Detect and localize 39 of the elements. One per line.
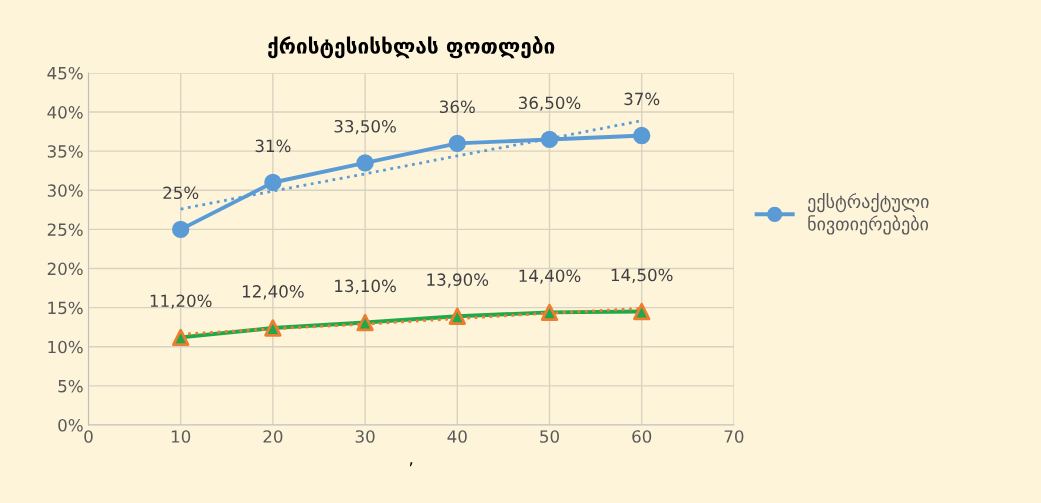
y-tick-label: 20% bbox=[47, 262, 83, 276]
y-tick-label: 25% bbox=[47, 223, 83, 236]
x-tick-label: 0 bbox=[84, 430, 93, 443]
point bbox=[172, 328, 190, 347]
point bbox=[540, 303, 559, 322]
y-tick-label: 5% bbox=[58, 379, 83, 393]
y-tick-label: 15% bbox=[48, 301, 83, 315]
point bbox=[264, 319, 282, 337]
data-label: 25% bbox=[163, 186, 199, 200]
x-tick-label: 50 bbox=[540, 430, 559, 443]
data-label: 13,10% bbox=[335, 279, 396, 294]
data-label: 37% bbox=[624, 92, 660, 106]
x-tick-label: 20 bbox=[263, 430, 283, 443]
legend-label: ექსტრაქტული ნივთიერებები bbox=[808, 192, 929, 235]
point bbox=[448, 307, 466, 325]
x-tick-label: 10 bbox=[171, 430, 191, 443]
data-label: 13,90% bbox=[427, 273, 489, 288]
y-tick-label: 30% bbox=[47, 184, 83, 197]
y-tick-label: 40% bbox=[47, 106, 83, 119]
y-tick-label: 35% bbox=[47, 145, 83, 158]
x-tick-label: 60 bbox=[632, 430, 652, 443]
y-tick-label: 10% bbox=[48, 340, 83, 354]
data-label: 14,40% bbox=[519, 269, 581, 284]
x-axis-title: , bbox=[409, 462, 413, 467]
data-label: 36,50% bbox=[519, 96, 581, 111]
y-tick-label: 45% bbox=[47, 66, 83, 80]
data-label: 14,50% bbox=[611, 268, 673, 283]
chart-title: ქრისტესისხლას ფოთლები bbox=[268, 36, 555, 59]
data-label: 36% bbox=[440, 100, 475, 114]
data-label: 33,50% bbox=[334, 119, 396, 135]
data-label: 31% bbox=[255, 139, 291, 153]
data-label: 12,40% bbox=[242, 285, 304, 300]
y-tick-label: 0% bbox=[58, 419, 83, 432]
x-tick-label: 40 bbox=[447, 430, 467, 443]
x-tick-label: 70 bbox=[724, 430, 744, 443]
point bbox=[356, 313, 374, 332]
data-label: 11,20% bbox=[150, 294, 212, 309]
point bbox=[633, 302, 651, 321]
x-tick-label: 30 bbox=[355, 430, 375, 443]
